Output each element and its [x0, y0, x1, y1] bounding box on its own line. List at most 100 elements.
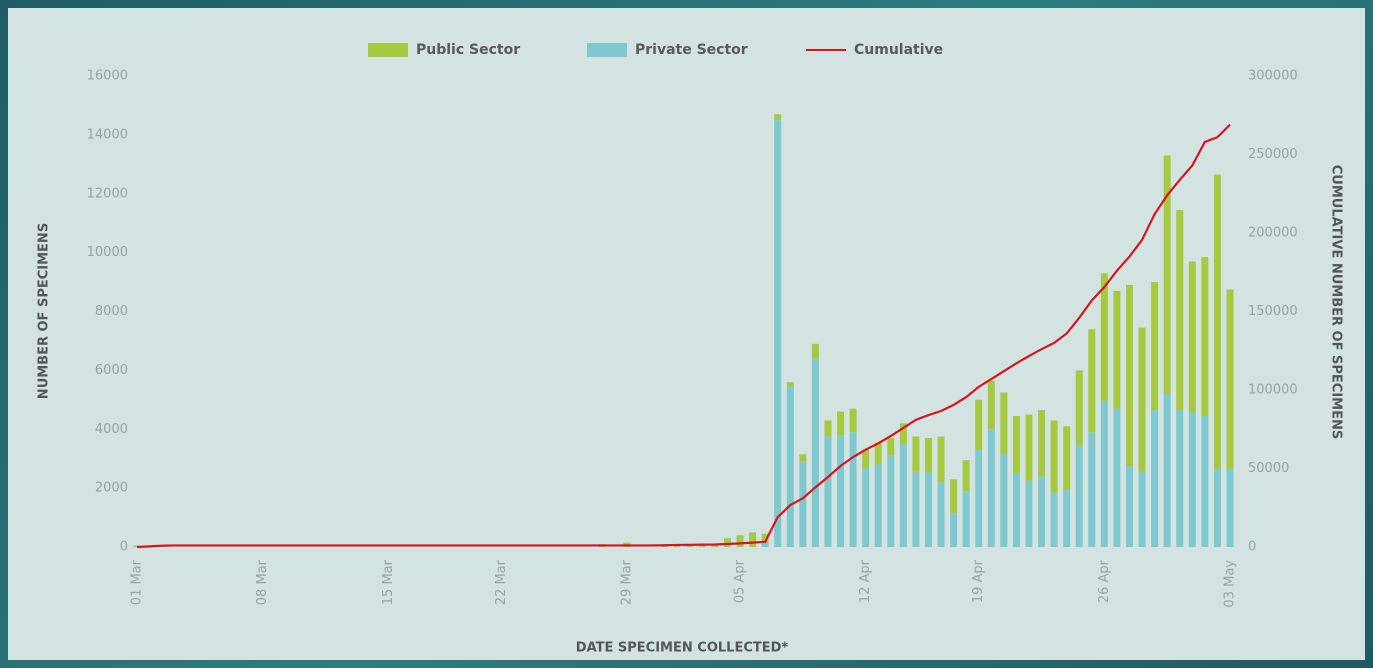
y2-axis-title: CUMULATIVE NUMBER OF SPECIMENS: [1329, 165, 1344, 439]
bar: [937, 436, 945, 483]
y-tick-label: 6000: [95, 363, 128, 378]
bar: [1038, 410, 1046, 477]
bar: [1100, 273, 1108, 402]
y2-tick-label: 50000: [1248, 461, 1289, 476]
bar: [837, 435, 845, 547]
bar: [1012, 473, 1020, 547]
x-axis-title: DATE SPECIMEN COLLECTED*: [576, 641, 789, 656]
bar: [1213, 174, 1221, 469]
bar: [799, 461, 807, 547]
x-tick-label: 01 Mar: [130, 559, 145, 605]
bar: [1000, 454, 1008, 547]
bar: [950, 479, 958, 514]
bar: [1226, 289, 1234, 469]
bar: [786, 382, 794, 387]
legend-swatch: [587, 43, 627, 57]
bar: [1063, 489, 1071, 547]
bar: [1100, 401, 1108, 547]
bar: [1012, 416, 1020, 474]
bar: [975, 399, 983, 450]
bar: [774, 114, 782, 121]
bar: [1050, 420, 1058, 493]
bar: [924, 471, 932, 547]
bar: [1176, 209, 1184, 411]
y-tick-label: 2000: [95, 481, 128, 496]
x-tick-label: 03 May: [1223, 560, 1238, 608]
bar: [1188, 411, 1196, 547]
y2-tick-label: 150000: [1248, 304, 1298, 319]
y2-tick-label: 200000: [1248, 226, 1298, 241]
bar: [698, 544, 706, 547]
bar: [1050, 492, 1058, 547]
x-tick-label: 26 Apr: [1097, 559, 1112, 603]
bar: [1000, 392, 1008, 455]
bar: [673, 545, 681, 547]
bar: [862, 449, 870, 468]
bar: [761, 533, 769, 543]
y2-tick-label: 250000: [1248, 147, 1298, 162]
bar: [749, 532, 757, 547]
bar: [937, 482, 945, 547]
bar: [849, 432, 857, 547]
bar: [962, 460, 970, 492]
legend-label: Cumulative: [854, 42, 943, 58]
cumulative-line: [136, 123, 1231, 549]
bar: [1201, 416, 1209, 547]
bar: [899, 423, 907, 444]
y-tick-label: 4000: [95, 422, 128, 437]
y2-tick-label: 300000: [1248, 69, 1298, 84]
y-tick-label: 8000: [95, 304, 128, 319]
bar: [1113, 408, 1121, 547]
x-tick-label: 05 Apr: [733, 559, 748, 603]
bar: [811, 343, 819, 359]
bar: [1063, 426, 1071, 490]
bar: [950, 513, 958, 547]
bar: [887, 438, 895, 456]
y-tick-label: 10000: [87, 245, 128, 260]
bar: [1151, 410, 1159, 547]
x-tick-label: 15 Mar: [381, 559, 396, 605]
bar: [1213, 468, 1221, 547]
bar: [774, 120, 782, 547]
bar: [874, 464, 882, 547]
bar: [1113, 290, 1121, 409]
x-tick-label: 22 Mar: [494, 559, 509, 605]
bar: [824, 436, 832, 547]
bar: [1088, 432, 1096, 547]
bar: [1226, 468, 1234, 547]
bar: [811, 358, 819, 547]
y2-tick-label: 0: [1248, 540, 1256, 555]
bar: [1163, 393, 1171, 547]
bar: [987, 380, 995, 430]
bar: [1025, 414, 1033, 481]
bar: [975, 449, 983, 547]
bar: [1201, 257, 1209, 417]
bar: [1151, 282, 1159, 411]
bar: [1075, 445, 1083, 547]
y-axis-title: NUMBER OF SPECIMENS: [37, 223, 52, 399]
bar: [761, 542, 769, 547]
y-tick-label: 0: [120, 540, 128, 555]
bar: [736, 535, 744, 547]
legend-label: Public Sector: [416, 42, 520, 58]
legend-label: Private Sector: [635, 42, 748, 58]
bar: [799, 454, 807, 462]
panel: [8, 8, 1365, 660]
bar: [1075, 370, 1083, 446]
bar: [1138, 471, 1146, 547]
bar: [912, 436, 920, 472]
bar: [786, 386, 794, 547]
y2-tick-label: 100000: [1248, 383, 1298, 398]
bar: [837, 411, 845, 436]
bar: [1125, 466, 1133, 547]
bar: [1025, 480, 1033, 547]
bar: [1163, 155, 1171, 394]
bar: [1088, 329, 1096, 433]
bar: [874, 442, 882, 465]
x-tick-label: 08 Mar: [255, 559, 270, 605]
bar: [899, 443, 907, 547]
bar: [1176, 410, 1184, 547]
y-tick-label: 14000: [87, 127, 128, 142]
